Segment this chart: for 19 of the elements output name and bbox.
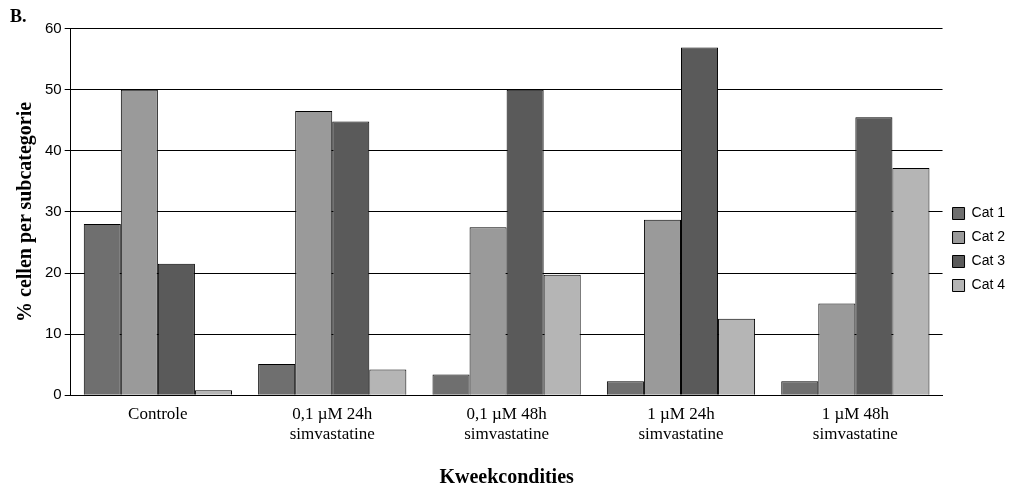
legend-label: Cat 4 <box>971 276 1006 293</box>
y-tick-label: 20 <box>45 263 62 281</box>
x-tick-label: Controle <box>128 403 188 423</box>
legend-label: Cat 1 <box>971 204 1006 221</box>
legend-label: Cat 3 <box>971 252 1006 269</box>
y-tick-label: 50 <box>45 79 62 97</box>
x-tick-label: 0,1 µM 24h simvastatine <box>289 403 375 444</box>
x-axis-title: Kweekcondities <box>439 465 575 488</box>
x-tick-label: 0,1 µM 48h simvastatine <box>464 403 550 444</box>
y-tick-label: 0 <box>53 385 62 403</box>
legend-label: Cat 2 <box>971 228 1006 245</box>
y-axis-title: % cellen per subcategorie <box>13 101 37 322</box>
x-tick-label: 1 µM 24h simvastatine <box>638 403 724 444</box>
x-tick-label: 1 µM 48h simvastatine <box>812 403 898 444</box>
y-tick-label: 40 <box>45 140 62 158</box>
y-tick-label: 10 <box>45 324 62 342</box>
chart-title: B. <box>10 6 27 27</box>
y-tick-label: 30 <box>45 202 62 220</box>
y-tick-label: 60 <box>45 18 62 36</box>
